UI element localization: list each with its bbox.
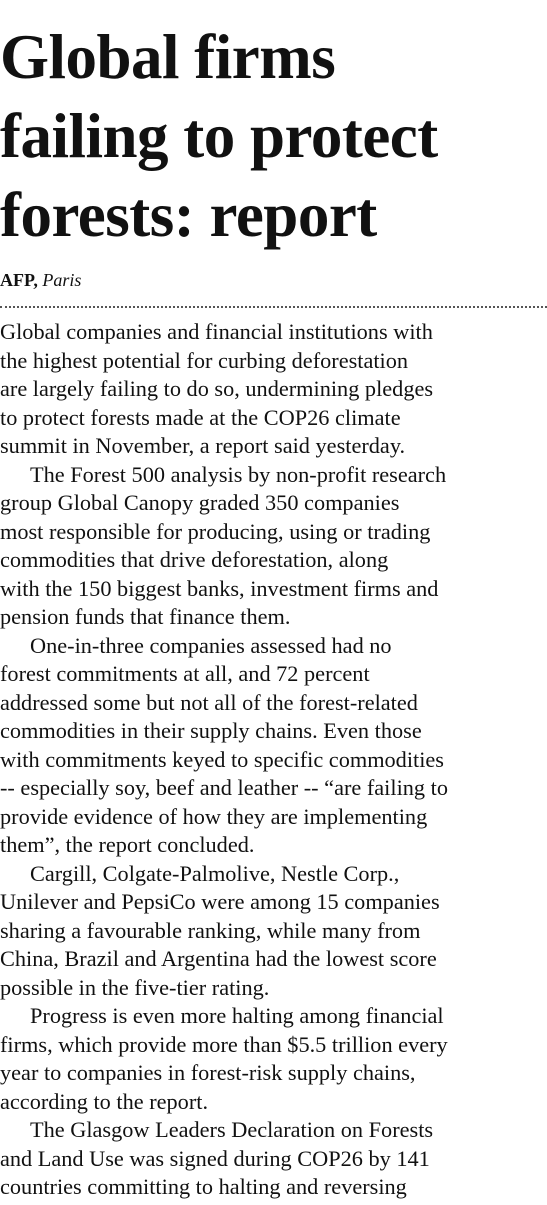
paragraph: The Glasgow Leaders Declaration on Fores… [0, 1116, 547, 1205]
paragraph-line: -- especially soy, beef and leather -- “… [0, 775, 448, 800]
paragraph-line: are largely failing to do so, underminin… [0, 376, 434, 401]
paragraph-line: China, Brazil and Argentina had the lowe… [0, 946, 437, 971]
paragraph-line: according to the report. [0, 1088, 209, 1114]
paragraph-line: addressed some but not all of the forest… [0, 689, 418, 715]
paragraph-line: to protect forests made at the COP26 cli… [0, 404, 401, 430]
paragraph: Cargill, Colgate-Palmolive, Nestle Corp.… [0, 860, 547, 1003]
paragraph: Progress is even more halting among fina… [0, 1002, 547, 1116]
headline-line: forests: report [0, 180, 377, 250]
paragraph: The Forest 500 analysis by non-profit re… [0, 461, 547, 632]
paragraph-line: The Glasgow Leaders Declaration on Fores… [30, 1117, 434, 1142]
paragraph-line: them”, the report concluded. [0, 832, 255, 857]
paragraph-line: with commitments keyed to specific commo… [0, 746, 444, 772]
paragraph-line: Cargill, Colgate-Palmolive, Nestle Corp.… [30, 860, 400, 886]
paragraph-line: Progress is even more halting among fina… [30, 1003, 444, 1028]
paragraph-line: The Forest 500 analysis by non-profit re… [30, 461, 447, 487]
byline: AFP, Paris [0, 270, 81, 291]
paragraph-line: with the 150 biggest banks, investment f… [0, 575, 439, 601]
paragraph: One-in-three companies assessed had no fo… [0, 632, 547, 860]
paragraph-line: possible in the five-tier rating. [0, 974, 270, 1000]
paragraph-line: most responsible for producing, using or… [0, 518, 431, 544]
headline-line: Global firms [0, 22, 336, 92]
paragraph-line: firms, which provide more than $5.5 tril… [0, 1031, 448, 1057]
paragraph-line: Unilever and PepsiCo were among 15 compa… [0, 889, 440, 914]
paragraph-line: year to companies in forest-risk supply … [0, 1060, 416, 1085]
paragraph-line: summit in November, a report said yester… [0, 433, 406, 458]
headline: Global firms failing to protect forests: r… [0, 18, 547, 255]
paragraph-line: commodities that drive deforestation, al… [0, 547, 389, 572]
paragraph-line: commodities in their supply chains. Even… [0, 718, 422, 743]
paragraph-line: forest commitments at all, and 72 percen… [0, 661, 370, 686]
headline-line: failing to protect [0, 101, 438, 171]
paragraph-line: pension funds that finance them. [0, 604, 291, 629]
paragraph-line: and Land Use was signed during COP26 by … [0, 1145, 430, 1171]
paragraph-line: the highest potential for curbing defore… [0, 347, 409, 373]
paragraph-line: sharing a favourable ranking, while many… [0, 917, 421, 943]
byline-agency: AFP, [0, 270, 38, 290]
paragraph-line: Global companies and financial instituti… [0, 319, 433, 344]
paragraph-line: countries committing to halting and reve… [0, 1174, 407, 1199]
paragraph-line: forest loss and degradation by 2030. [0, 1202, 547, 1205]
paragraph: Global companies and financial instituti… [0, 318, 547, 461]
paragraph-line: group Global Canopy graded 350 companies [0, 490, 400, 515]
paragraph-line: provide evidence of how they are impleme… [0, 803, 428, 829]
dotted-rule [0, 306, 547, 308]
article-body: Global companies and financial instituti… [0, 318, 547, 1205]
byline-place: Paris [42, 270, 82, 290]
paragraph-line: One-in-three companies assessed had no [30, 632, 392, 658]
